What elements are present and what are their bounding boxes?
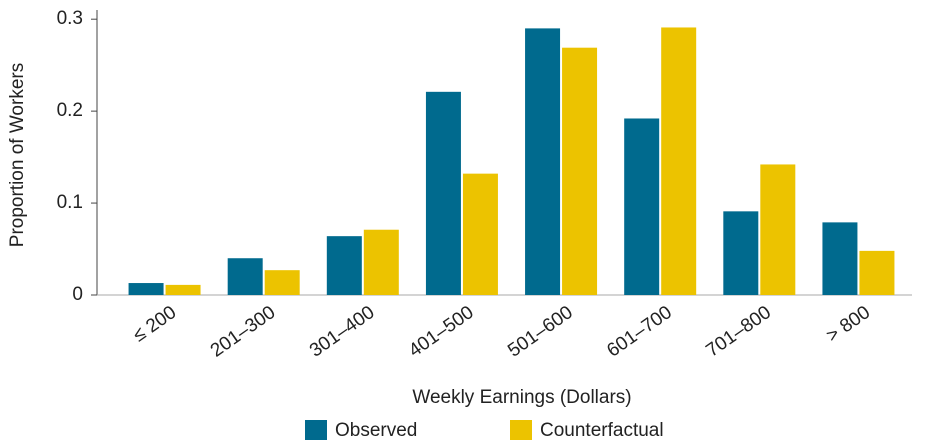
bar (760, 164, 796, 295)
bar (661, 27, 697, 295)
bar (165, 284, 201, 295)
x-tick-label: ≤ 200 (129, 302, 180, 346)
x-tick-label: 401–500 (405, 302, 478, 362)
x-tick-label: 301–400 (306, 302, 379, 362)
legend-swatch (305, 420, 327, 440)
bar (128, 283, 164, 295)
legend-label: Counterfactual (540, 420, 664, 441)
bar (723, 211, 759, 295)
x-tick-label: 501–600 (504, 302, 577, 362)
bar (822, 222, 858, 295)
bar (425, 91, 461, 296)
y-tick-label: 0 (72, 284, 83, 305)
legend-swatch (510, 420, 532, 440)
y-tick-label: 0.3 (57, 8, 83, 29)
y-axis-title: Proportion of Workers (7, 63, 28, 247)
bar (326, 236, 362, 295)
x-tick-label: > 800 (823, 302, 874, 347)
bar (562, 47, 598, 296)
bar (462, 173, 498, 295)
bar (525, 28, 561, 296)
x-tick-label: 601–700 (603, 302, 676, 362)
bar (624, 118, 660, 295)
legend-label: Observed (335, 420, 417, 441)
x-tick-label: 701–800 (702, 302, 775, 362)
bar (264, 270, 300, 295)
bar (227, 258, 263, 295)
y-tick-label: 0.2 (57, 100, 83, 121)
bar (363, 229, 399, 295)
bar (859, 250, 895, 295)
y-tick-label: 0.1 (57, 192, 83, 213)
x-axis-title: Weekly Earnings (Dollars) (412, 387, 631, 408)
x-tick-label: 201–300 (207, 302, 280, 362)
